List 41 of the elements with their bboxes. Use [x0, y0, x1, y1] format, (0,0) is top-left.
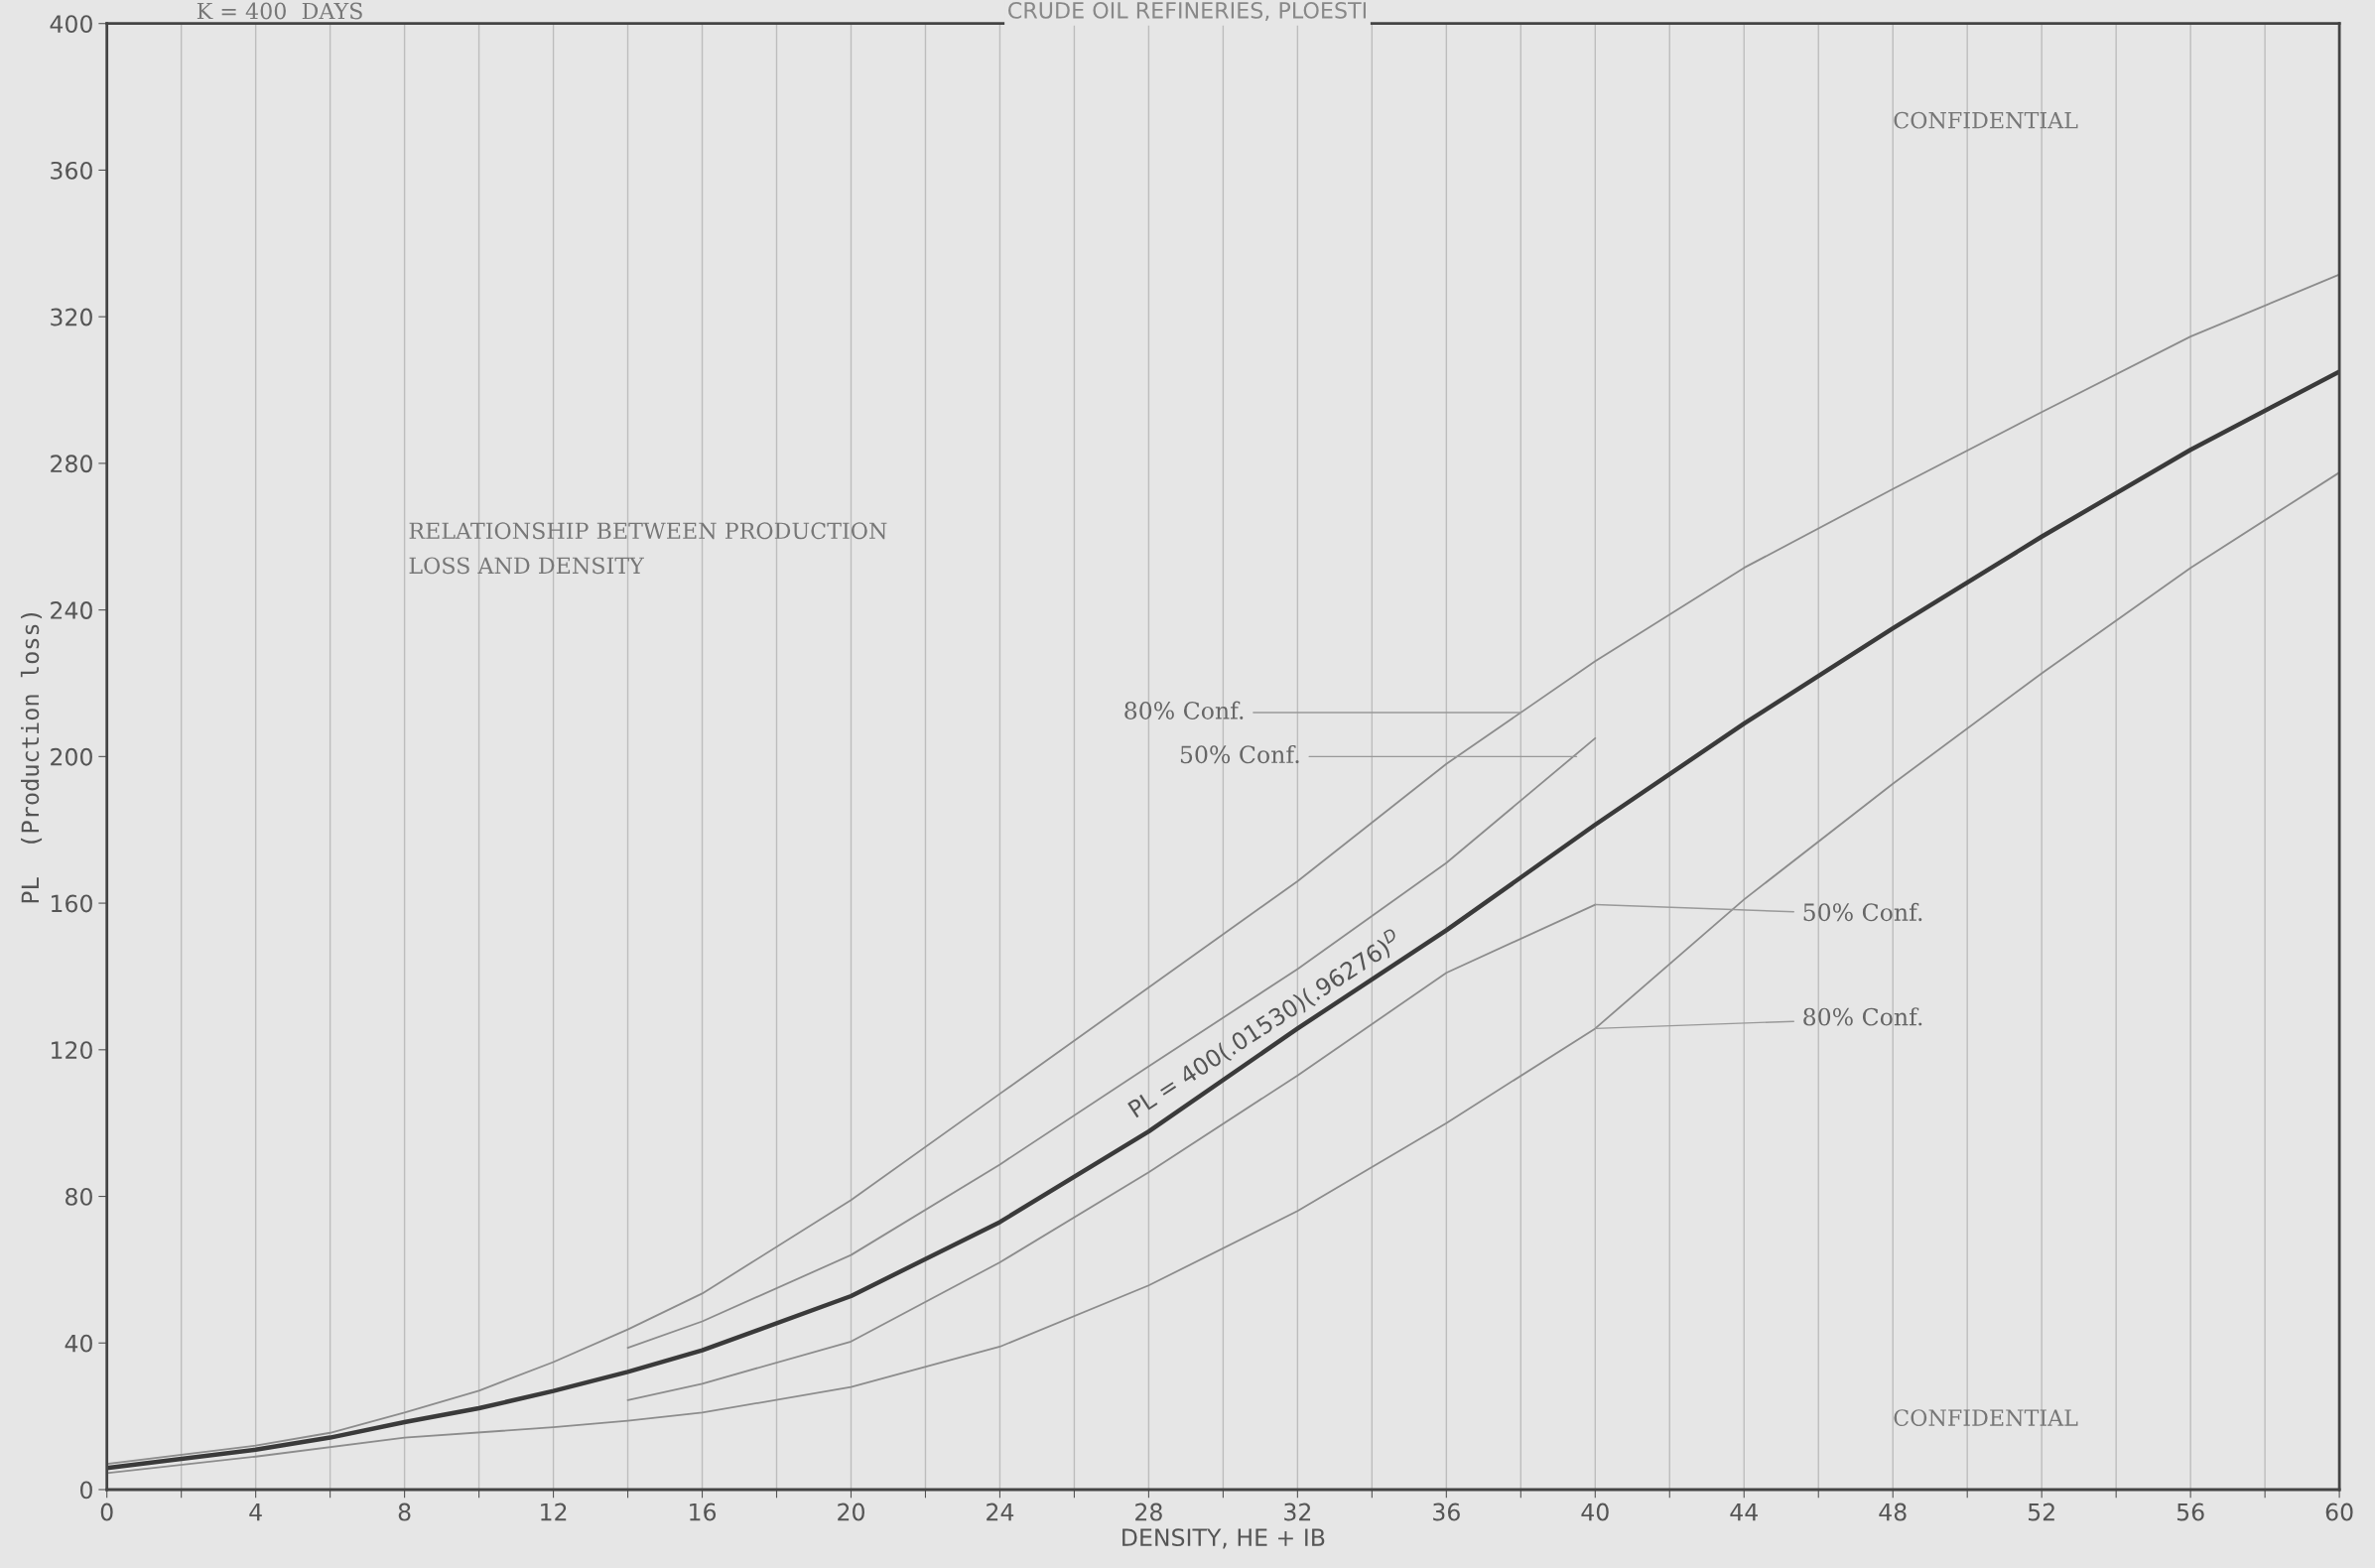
annotation: CONFIDENTIAL [1894, 111, 2078, 129]
x-tick-label: 4 [249, 1503, 262, 1521]
x-tick-label: 60 [2325, 1503, 2353, 1521]
x-tick-label: 8 [398, 1503, 411, 1521]
y-tick-label: 40 [65, 1334, 92, 1353]
y-tick-label: 280 [51, 455, 92, 473]
x-tick-label: 32 [1284, 1503, 1311, 1521]
y-tick-label: 200 [51, 747, 92, 766]
y-tick-label: 80 [66, 1187, 92, 1206]
y-tick-label: 160 [52, 894, 92, 913]
text: K = 400 DAYS [197, 2, 362, 20]
x-tick-label: 44 [1730, 1503, 1758, 1521]
annotation: 50% Conf. [1180, 744, 1299, 764]
annotation: PL = 400(.01530)(.96276)$^{D}$ [1125, 927, 1404, 1120]
x-tick-label: 56 [2177, 1503, 2204, 1521]
x-tick-label: 28 [1135, 1503, 1162, 1521]
y-tick-label: 360 [51, 161, 92, 180]
x-tick-label: 48 [1879, 1503, 1907, 1521]
y-tick-label: 320 [51, 308, 92, 327]
x-tick-label: 20 [838, 1503, 864, 1521]
y-tick-label: 240 [51, 601, 92, 619]
annotation: 80% Conf. [1803, 1007, 1922, 1026]
line-series [626, 736, 1597, 1349]
x-axis-title: DENSITY, HE + IB [1122, 1528, 1325, 1549]
x-tick-label: 36 [1433, 1503, 1460, 1521]
x-tick-label: 24 [987, 1503, 1014, 1521]
y-tick-label: 400 [50, 15, 92, 34]
chart-title: CRUDE OIL REFINERIES, PLOESTI [1008, 1, 1367, 22]
annotation: RELATIONSHIP BETWEEN PRODUCTION LOSS AND DENSITY [409, 522, 887, 575]
y-tick-label: 0 [80, 1481, 92, 1500]
x-tick-label: 40 [1581, 1503, 1609, 1521]
x-tick-label: 12 [541, 1503, 567, 1521]
y-axis-title: PL (Production loss) [20, 613, 43, 903]
line-series [626, 903, 1597, 1401]
x-tick-label: 52 [2028, 1503, 2054, 1521]
x-tick-label: 16 [690, 1503, 717, 1521]
y-tick-label: 120 [52, 1041, 92, 1060]
annotation: 80% Conf. [1124, 701, 1244, 719]
annotation: 50% Conf. [1803, 902, 1922, 922]
x-tick-label: 0 [100, 1503, 113, 1521]
annotation: CONFIDENTIAL [1894, 1409, 2078, 1426]
